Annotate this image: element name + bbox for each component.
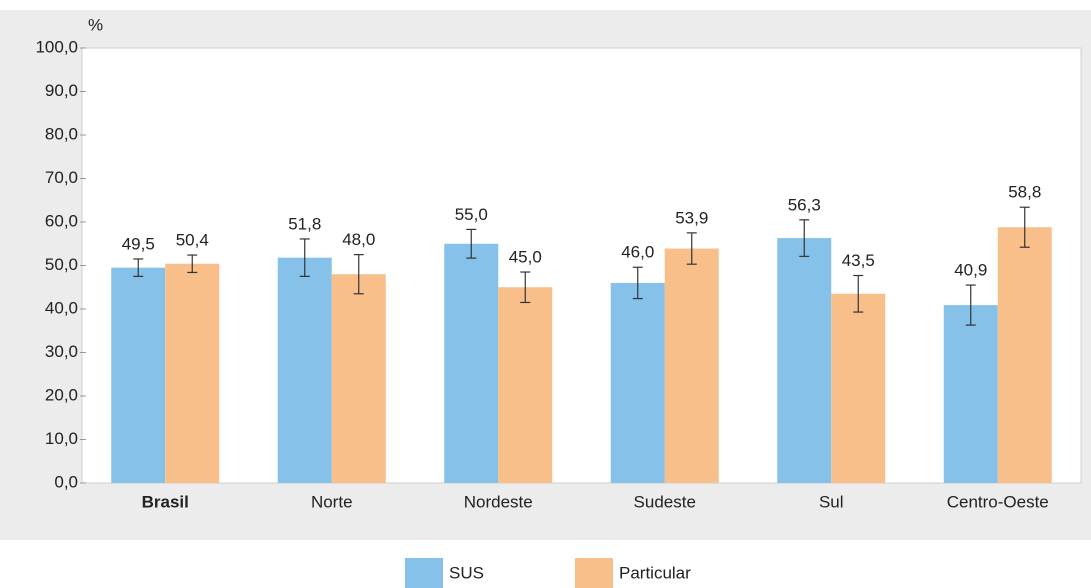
error-bar	[1019, 206, 1030, 248]
x-tick-label: Norte	[311, 492, 353, 511]
bar	[165, 263, 220, 483]
y-tick-label: 40,0	[45, 298, 78, 317]
error-bar	[187, 254, 198, 274]
bar	[997, 227, 1052, 483]
x-tick-label: Centro-Oeste	[947, 492, 1049, 511]
y-tick-label: 10,0	[45, 429, 78, 448]
bar	[111, 267, 166, 483]
bar	[777, 238, 832, 483]
bar	[277, 257, 332, 483]
data-label: 51,8	[288, 214, 321, 233]
error-bar	[686, 232, 697, 265]
y-axis-label: %	[88, 15, 103, 34]
data-label: 40,9	[954, 261, 987, 280]
data-label: 50,4	[176, 231, 209, 250]
y-tick-label: 50,0	[45, 255, 78, 274]
error-bar	[133, 258, 144, 277]
data-label: 43,5	[842, 251, 875, 270]
bar	[664, 248, 719, 483]
x-tick-label: Sudeste	[634, 492, 696, 511]
y-tick-label: 90,0	[45, 81, 78, 100]
y-tick-label: 30,0	[45, 342, 78, 361]
x-tick-label: Nordeste	[464, 492, 533, 511]
data-label: 53,9	[675, 208, 708, 227]
data-label: 58,8	[1008, 183, 1041, 202]
y-tick-label: 70,0	[45, 168, 78, 187]
data-label: 56,3	[788, 195, 821, 214]
legend-swatch	[405, 558, 443, 588]
y-tick-label: 0,0	[54, 472, 78, 491]
bar	[610, 282, 665, 483]
bar	[943, 305, 998, 483]
data-label: 45,0	[509, 248, 542, 267]
plot-area	[81, 47, 1082, 484]
data-label: 46,0	[621, 243, 654, 262]
bar	[444, 243, 499, 483]
legend-swatch	[575, 558, 613, 588]
legend-label: Particular	[619, 563, 691, 582]
error-bar	[965, 284, 976, 326]
error-bar	[353, 254, 364, 295]
y-tick-label: 100,0	[35, 37, 78, 56]
bar	[331, 274, 386, 483]
x-tick-label: Brasil	[142, 492, 189, 511]
error-bar	[466, 228, 477, 259]
x-tick-label: Sul	[819, 492, 844, 511]
error-bar	[299, 238, 310, 277]
data-label: 55,0	[455, 205, 488, 224]
bar	[831, 293, 886, 483]
error-bar	[853, 274, 864, 313]
error-bar	[520, 271, 531, 304]
data-label: 48,0	[342, 230, 375, 249]
error-bar	[799, 219, 810, 257]
legend-label: SUS	[449, 563, 484, 582]
data-label: 49,5	[122, 234, 155, 253]
error-bar	[632, 266, 643, 300]
y-tick-label: 60,0	[45, 211, 78, 230]
bar	[498, 287, 553, 483]
y-tick-label: 20,0	[45, 385, 78, 404]
y-tick-label: 80,0	[45, 124, 78, 143]
